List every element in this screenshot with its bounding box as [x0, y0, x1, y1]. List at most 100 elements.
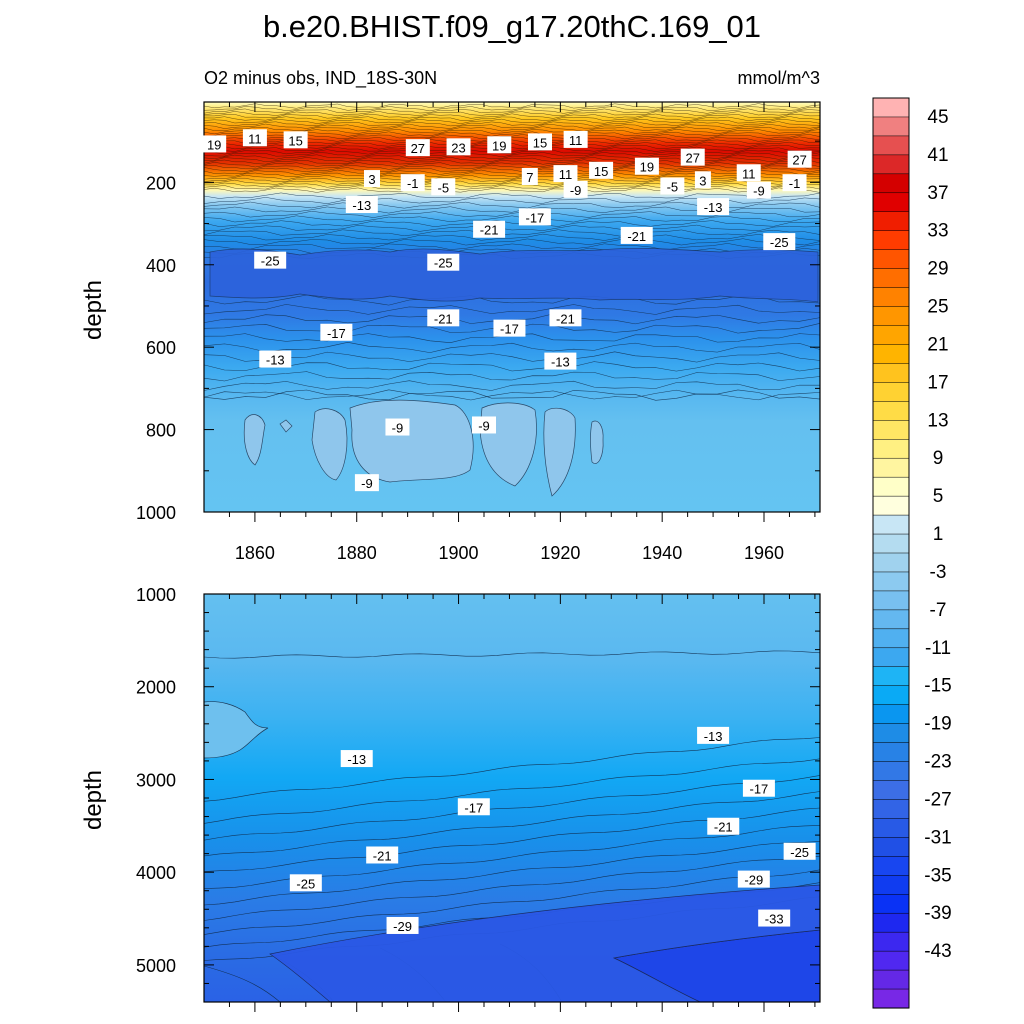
contour-label-box [427, 253, 460, 271]
contour-label: -25 [783, 842, 816, 860]
contour-label-box [364, 170, 380, 188]
upper-contour-line [204, 215, 820, 223]
colorbar-label: -35 [924, 865, 951, 886]
contour-label: 3 [364, 170, 380, 188]
lower-x-ticks [228, 594, 816, 1012]
upper-contour-line [204, 380, 820, 391]
contour-label: -29 [737, 870, 770, 888]
colorbar-swatch [872, 476, 910, 497]
contour-label: -21 [366, 846, 399, 864]
contour-label-box [563, 130, 588, 148]
upper-x-tick-label: 1940 [642, 543, 682, 563]
upper-contour-line [204, 123, 820, 129]
upper-contour-line [204, 361, 820, 372]
contour-label: -21 [427, 309, 460, 327]
contour-label-box [242, 129, 267, 147]
contour-label-text: 15 [533, 135, 547, 150]
colorbar-label: -3 [930, 562, 947, 583]
contour-label-text: -13 [704, 200, 723, 215]
upper-contour-line [204, 118, 820, 124]
colorbar-label: 13 [927, 410, 948, 431]
contour-label: -17 [493, 319, 526, 337]
contour-label-text: 3 [699, 173, 706, 188]
colorbar-swatch [872, 287, 910, 308]
colorbar-label: 17 [927, 372, 948, 393]
colorbar-swatch [872, 704, 910, 725]
contour-label-box [783, 842, 816, 860]
contour-label: 15 [528, 133, 552, 151]
colorbar-label: 37 [927, 183, 948, 204]
colorbar-swatch [872, 306, 910, 327]
upper-plot-frame [203, 101, 821, 513]
colorbar-label: -15 [924, 676, 951, 697]
upper-y-ticks [204, 140, 820, 513]
upper-contour-line [204, 154, 820, 160]
contour-label-box [345, 196, 378, 214]
upper-contour-line [204, 210, 820, 218]
colorbar-label: -23 [924, 752, 951, 773]
contour-label-text: 15 [288, 133, 302, 148]
colorbar-swatch [872, 969, 910, 990]
upper-contour-line [204, 149, 820, 155]
contour-label-box [354, 474, 379, 492]
upper-contour-line [204, 167, 820, 173]
colorbar-swatch [872, 514, 910, 535]
contour-label: -21 [473, 220, 506, 238]
upper-contour-line [204, 238, 820, 246]
contour-label-text: -21 [480, 223, 499, 238]
colorbar-label: 9 [933, 448, 944, 469]
contour-label-text: -29 [744, 873, 763, 888]
upper-contour-line [204, 106, 820, 112]
contour-label: 23 [446, 138, 471, 156]
contour-label-box [385, 418, 410, 436]
colorbar-swatch [872, 97, 910, 118]
lower-y-tick-label: 1000 [136, 585, 176, 605]
contour-label: -9 [354, 474, 379, 492]
upper-x-ticks [228, 102, 816, 522]
colorbar: 45 41 37 33 29 25 21 17 13 9 5 1 -3 -7 -11 -15 -19 -23 -27… [872, 97, 952, 1009]
contour-label-text: 19 [640, 160, 654, 175]
lower-y-tick-labels: 1000 2000 3000 4000 5000 [136, 585, 176, 976]
colorbar-label: -11 [925, 638, 951, 659]
contour-label-box [589, 161, 614, 179]
colorbar-swatch [872, 154, 910, 175]
upper-minus9-patches [243, 399, 604, 497]
contour-label: 19 [202, 135, 227, 153]
colorbar-swatch [872, 685, 910, 706]
contour-label-box [697, 198, 730, 216]
colorbar-swatch [872, 647, 910, 668]
contour-label-box [549, 309, 582, 327]
colorbar-swatch [872, 780, 910, 801]
contour-label: 15 [589, 161, 614, 179]
colorbar-swatch [872, 552, 910, 573]
upper-contour-line [204, 126, 820, 132]
contour-label-box [473, 220, 506, 238]
upper-contour-line [204, 156, 820, 163]
colorbar-swatch [872, 344, 910, 364]
colorbar-label: -43 [924, 941, 951, 962]
contour-label: 7 [521, 167, 538, 185]
contour-label-box [521, 167, 538, 185]
upper-contour-line [204, 146, 820, 152]
colorbar-swatch [872, 325, 910, 346]
contour-label-box [660, 177, 685, 195]
upper-contour-line [204, 185, 820, 191]
upper-contour-line [204, 304, 820, 315]
lower-contour-line [204, 791, 820, 857]
colorbar-swatch [872, 628, 910, 649]
upper-contour-line [204, 351, 820, 363]
colorbar-label: 29 [927, 259, 948, 280]
contour-label-text: -13 [347, 752, 366, 767]
contour-label-box [427, 309, 460, 327]
contour-label-text: 19 [207, 137, 221, 152]
contour-label-text: 7 [526, 170, 533, 185]
contour-label: -17 [457, 798, 490, 816]
contour-label-text: -5 [667, 179, 679, 194]
contour-label-text: -17 [750, 782, 769, 797]
lower-contour-line [204, 775, 820, 841]
upper-x-tick-label: 1880 [337, 543, 377, 563]
upper-x-tick-label: 1900 [439, 543, 479, 563]
colorbar-label: 5 [933, 486, 944, 507]
contour-label-text: -13 [266, 353, 285, 368]
contour-label-text: -1 [789, 176, 801, 191]
